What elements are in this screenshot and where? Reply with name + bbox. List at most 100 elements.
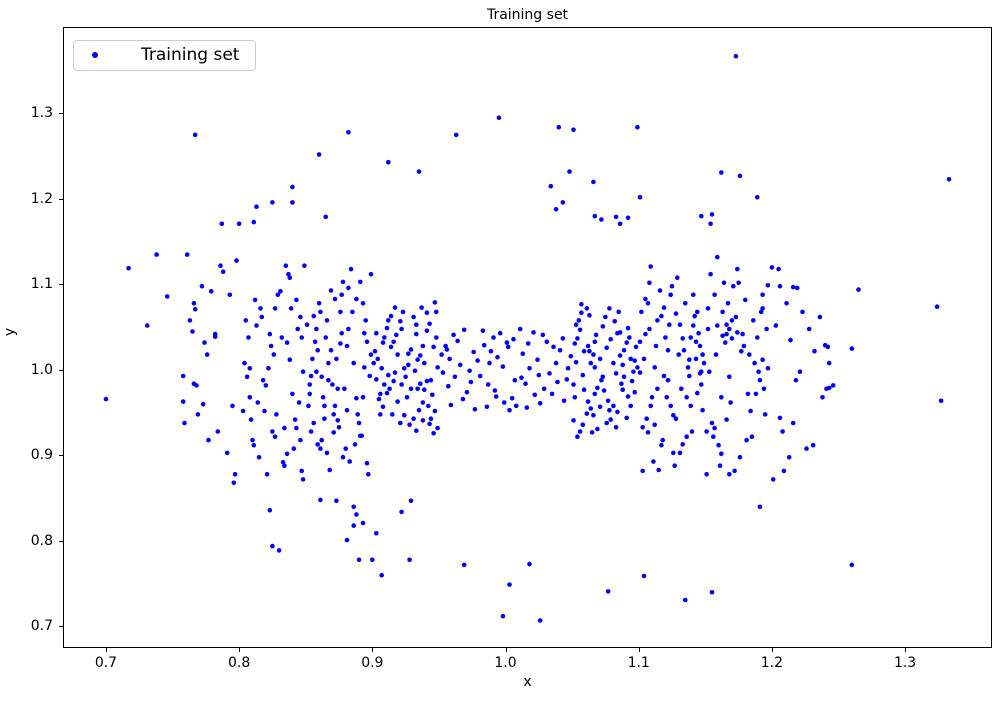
scatter-point — [615, 330, 620, 336]
scatter-point — [699, 382, 704, 387]
scatter-point — [227, 292, 233, 298]
scatter-point — [283, 263, 289, 268]
scatter-point — [368, 271, 374, 277]
scatter-point — [406, 362, 411, 368]
scatter-point — [585, 343, 591, 349]
scatter-point — [683, 301, 688, 306]
y-tick-label: 1.0 — [30, 361, 53, 378]
scatter-point — [760, 306, 765, 311]
scatter-point — [386, 318, 391, 323]
scatter-point — [790, 284, 796, 290]
scatter-point — [531, 330, 536, 335]
scatter-point — [824, 386, 829, 392]
scatter-point — [338, 341, 343, 346]
scatter-point — [347, 459, 353, 464]
scatter-point — [505, 344, 511, 350]
scatter-point — [561, 398, 567, 404]
scatter-point — [398, 420, 403, 426]
scatter-point — [328, 348, 334, 353]
scatter-point — [535, 357, 540, 363]
scatter-point — [319, 437, 324, 443]
scatter-point — [688, 335, 693, 340]
scatter-point — [492, 388, 498, 393]
scatter-point — [632, 358, 637, 363]
scatter-point — [467, 368, 472, 374]
scatter-point — [773, 323, 779, 328]
scatter-point — [464, 389, 470, 395]
scatter-point — [230, 403, 235, 409]
scatter-point — [737, 454, 743, 460]
scatter-point — [661, 305, 667, 310]
scatter-point — [407, 422, 412, 428]
scatter-point — [388, 313, 394, 319]
scatter-point — [350, 309, 355, 315]
scatter-point — [620, 362, 625, 368]
scatter-point — [432, 300, 438, 305]
y-tick-mark — [59, 113, 63, 115]
scatter-point — [604, 420, 609, 426]
scatter-point — [215, 429, 221, 434]
scatter-point — [647, 326, 652, 332]
scatter-point — [290, 391, 295, 397]
scatter-point — [591, 179, 596, 185]
scatter-point — [673, 311, 679, 316]
scatter-point — [399, 509, 404, 515]
scatter-point — [770, 477, 776, 482]
scatter-point — [500, 613, 506, 619]
scatter-point — [605, 398, 611, 404]
scatter-point — [699, 369, 704, 375]
scatter-point — [310, 356, 315, 362]
scatter-point — [338, 309, 343, 315]
scatter-point — [287, 357, 293, 363]
scatter-point — [419, 305, 424, 310]
scatter-point — [731, 283, 736, 289]
y-tick-label: 1.2 — [30, 190, 53, 207]
scatter-point — [640, 468, 645, 474]
scatter-point — [290, 200, 295, 205]
scatter-point — [780, 429, 785, 434]
scatter-point — [624, 340, 629, 345]
scatter-point — [719, 451, 724, 457]
scatter-point — [549, 391, 555, 397]
scatter-point — [755, 335, 760, 340]
scatter-point — [593, 332, 599, 338]
scatter-point — [263, 383, 269, 388]
scatter-point — [709, 212, 715, 217]
scatter-point — [434, 335, 439, 340]
scatter-point — [348, 266, 354, 272]
scatter-point — [326, 377, 331, 383]
scatter-point — [723, 340, 728, 345]
scatter-point — [218, 263, 223, 268]
scatter-point — [324, 318, 330, 323]
scatter-point — [493, 394, 499, 399]
scatter-point — [388, 344, 394, 350]
scatter-point — [524, 405, 530, 410]
scatter-point — [497, 330, 503, 336]
scatter-point — [380, 340, 386, 345]
scatter-point — [406, 351, 411, 357]
scatter-point — [592, 365, 598, 370]
scatter-point — [335, 418, 341, 423]
scatter-point — [733, 314, 739, 320]
scatter-point — [382, 382, 387, 387]
scatter-point — [432, 408, 438, 414]
scatter-point — [402, 366, 407, 371]
scatter-point — [264, 472, 270, 477]
scatter-point — [411, 314, 416, 320]
scatter-point — [391, 378, 396, 384]
scatter-point — [468, 379, 474, 385]
scatter-point — [190, 329, 195, 334]
scatter-point — [548, 183, 554, 189]
scatter-point — [300, 369, 306, 375]
scatter-point — [330, 382, 335, 387]
scatter-point — [724, 331, 729, 337]
scatter-point — [191, 301, 197, 306]
scatter-point — [268, 343, 274, 349]
scatter-point — [422, 387, 427, 393]
scatter-point — [946, 177, 952, 182]
y-tick-mark — [59, 540, 63, 542]
scatter-point — [727, 374, 732, 380]
scatter-point — [276, 548, 282, 553]
scatter-point — [335, 386, 341, 392]
scatter-point — [800, 309, 805, 315]
